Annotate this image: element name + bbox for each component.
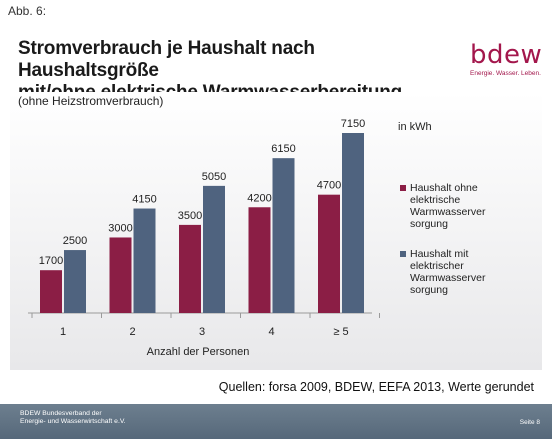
data-label: 2500 (63, 235, 87, 247)
bar-ohne (40, 270, 62, 313)
title-line-1: Stromverbrauch je Haushalt nach Haushalt… (18, 38, 315, 81)
x-tick-label: 1 (60, 326, 66, 338)
bar-mit (342, 133, 364, 313)
legend-line: sorgung (410, 284, 448, 296)
data-label: 3000 (108, 222, 132, 234)
x-axis-label: Anzahl der Personen (147, 346, 250, 358)
x-tick-label: 2 (129, 326, 135, 338)
data-label: 5050 (202, 171, 226, 183)
bar-mit (64, 250, 86, 313)
bar-mit (203, 185, 225, 313)
bar-ohne (179, 224, 201, 313)
figure-label: Abb. 6: (8, 4, 47, 18)
legend-line: sorgung (410, 218, 448, 230)
legend-line: elektrische (410, 194, 461, 206)
legend-line: elektrischer (410, 260, 464, 272)
x-tick-label: ≥ 5 (333, 326, 348, 338)
footer-bar: BDEW Bundesverband der Energie- und Wass… (0, 404, 552, 439)
source-note: Quellen: forsa 2009, BDEW, EEFA 2013, We… (218, 380, 534, 394)
bar-mit (272, 158, 295, 313)
chart-subtitle: (ohne Heizstromverbrauch) (18, 94, 164, 108)
legend-line: Haushalt ohne (410, 182, 478, 194)
bar-ohne (248, 207, 271, 313)
data-label: 6150 (271, 143, 295, 155)
chart-legend: Haushalt ohne elektrische Warmwasserver … (400, 182, 540, 314)
logo-word: bdew (470, 40, 543, 70)
footer-line-2: Energie- und Wasserwirtschaft e.V. (20, 418, 126, 425)
data-label: 3500 (178, 210, 202, 222)
unit-label: in kWh (398, 121, 432, 133)
bdew-logo: bdew Energie. Wasser. Leben. (470, 42, 544, 77)
x-tick-label: 4 (268, 326, 274, 338)
x-tick-label: 3 (199, 326, 205, 338)
bar-ohne (318, 194, 340, 313)
legend-swatch-ohne (400, 185, 406, 191)
data-label: 4200 (247, 192, 271, 204)
legend-swatch-mit (400, 251, 406, 257)
logo-tagline: Energie. Wasser. Leben. (470, 70, 541, 77)
bar-ohne (109, 237, 132, 313)
legend-item-mit: Haushalt mit elektrischer Warmwasserver … (400, 248, 540, 296)
footer-line-1: BDEW Bundesverband der (20, 410, 102, 417)
legend-line: Warmwasserver (410, 206, 486, 218)
footer-organization: BDEW Bundesverband der Energie- und Wass… (20, 410, 126, 426)
data-label: 7150 (341, 118, 365, 130)
legend-line: Haushalt mit (410, 248, 469, 260)
data-label: 4700 (317, 180, 341, 192)
bar-mit (133, 208, 156, 313)
page-number: Seite 8 (519, 419, 540, 426)
legend-item-ohne: Haushalt ohne elektrische Warmwasserver … (400, 182, 540, 230)
legend-line: Warmwasserver (410, 272, 486, 284)
data-label: 4150 (132, 194, 156, 206)
data-label: 1700 (39, 255, 63, 267)
